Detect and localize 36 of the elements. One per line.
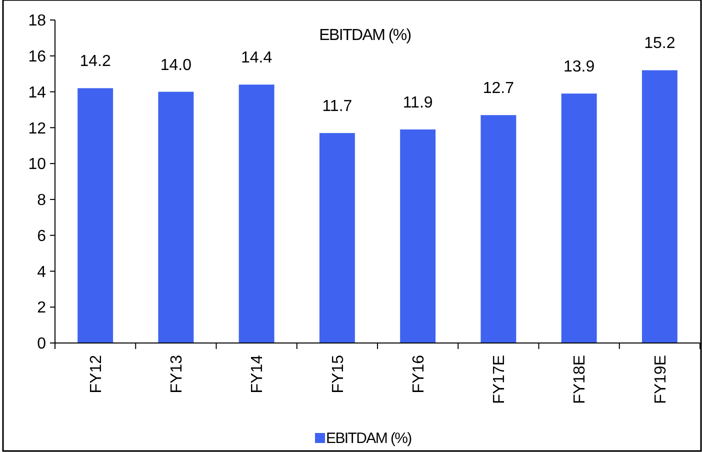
data-label: 13.9 (563, 58, 595, 76)
y-tick-label: 8 (37, 192, 46, 210)
bar (319, 133, 355, 343)
y-tick-label: 12 (28, 120, 46, 138)
bar (480, 115, 516, 343)
x-tick-label: FY18E (572, 355, 589, 404)
data-label: 14.0 (160, 56, 192, 74)
data-label: 14.4 (240, 50, 272, 67)
x-tick-label: FY17E (491, 355, 508, 404)
y-tick-label: 16 (28, 48, 46, 66)
bar (400, 129, 436, 343)
bar (561, 94, 597, 343)
data-label: 14.2 (80, 53, 111, 70)
chart-title: EBITDAM (%) (319, 27, 412, 44)
y-tick-label: 0 (37, 336, 46, 353)
data-label: 12.7 (482, 80, 514, 98)
data-label: 11.9 (402, 94, 433, 112)
legend-label: EBITDAM (%) (326, 430, 412, 447)
bar (642, 70, 678, 343)
x-tick-label: FY14 (249, 354, 266, 394)
x-tick-label: FY15 (330, 354, 347, 394)
x-tick-label: FY16 (410, 354, 428, 394)
x-tick-label: FY12 (88, 354, 105, 394)
bar (78, 88, 114, 343)
y-tick-label: 10 (28, 156, 46, 174)
y-tick-label: 2 (37, 300, 46, 317)
y-tick-label: 14 (28, 84, 46, 102)
data-label: 11.7 (322, 98, 352, 116)
y-tick-label: 18 (28, 12, 46, 30)
x-tick-label: FY19E (652, 355, 670, 404)
y-tick-label: 6 (37, 228, 46, 245)
data-label: 15.2 (644, 35, 676, 52)
bar (238, 84, 274, 343)
y-tick-label: 4 (37, 264, 46, 281)
bar (158, 92, 194, 343)
x-tick-label: FY13 (168, 354, 186, 394)
